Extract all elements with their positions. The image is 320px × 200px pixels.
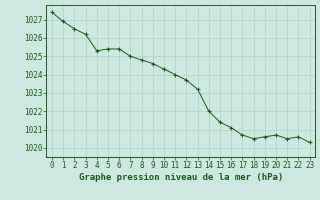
X-axis label: Graphe pression niveau de la mer (hPa): Graphe pression niveau de la mer (hPa)	[79, 173, 283, 182]
